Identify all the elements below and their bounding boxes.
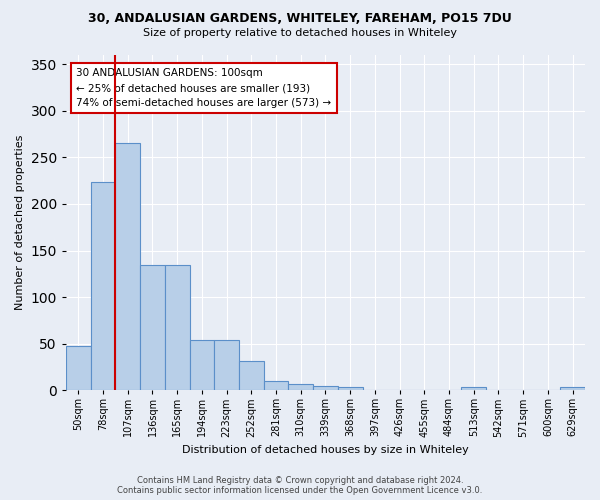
Bar	[214, 340, 239, 390]
X-axis label: Distribution of detached houses by size in Whiteley: Distribution of detached houses by size …	[182, 445, 469, 455]
Bar	[115, 144, 140, 390]
Bar	[165, 264, 190, 390]
Bar	[461, 388, 486, 390]
Text: 30, ANDALUSIAN GARDENS, WHITELEY, FAREHAM, PO15 7DU: 30, ANDALUSIAN GARDENS, WHITELEY, FAREHA…	[88, 12, 512, 26]
Bar	[263, 381, 289, 390]
Bar	[190, 340, 214, 390]
Y-axis label: Number of detached properties: Number of detached properties	[15, 135, 25, 310]
Bar	[313, 386, 338, 390]
Text: Contains HM Land Registry data © Crown copyright and database right 2024.
Contai: Contains HM Land Registry data © Crown c…	[118, 476, 482, 495]
Bar	[91, 182, 115, 390]
Bar	[239, 362, 263, 390]
Bar	[289, 384, 313, 390]
Bar	[66, 346, 91, 390]
Text: Size of property relative to detached houses in Whiteley: Size of property relative to detached ho…	[143, 28, 457, 38]
Bar	[560, 388, 585, 390]
Bar	[338, 388, 362, 390]
Text: 30 ANDALUSIAN GARDENS: 100sqm
← 25% of detached houses are smaller (193)
74% of : 30 ANDALUSIAN GARDENS: 100sqm ← 25% of d…	[76, 68, 331, 108]
Bar	[140, 264, 165, 390]
